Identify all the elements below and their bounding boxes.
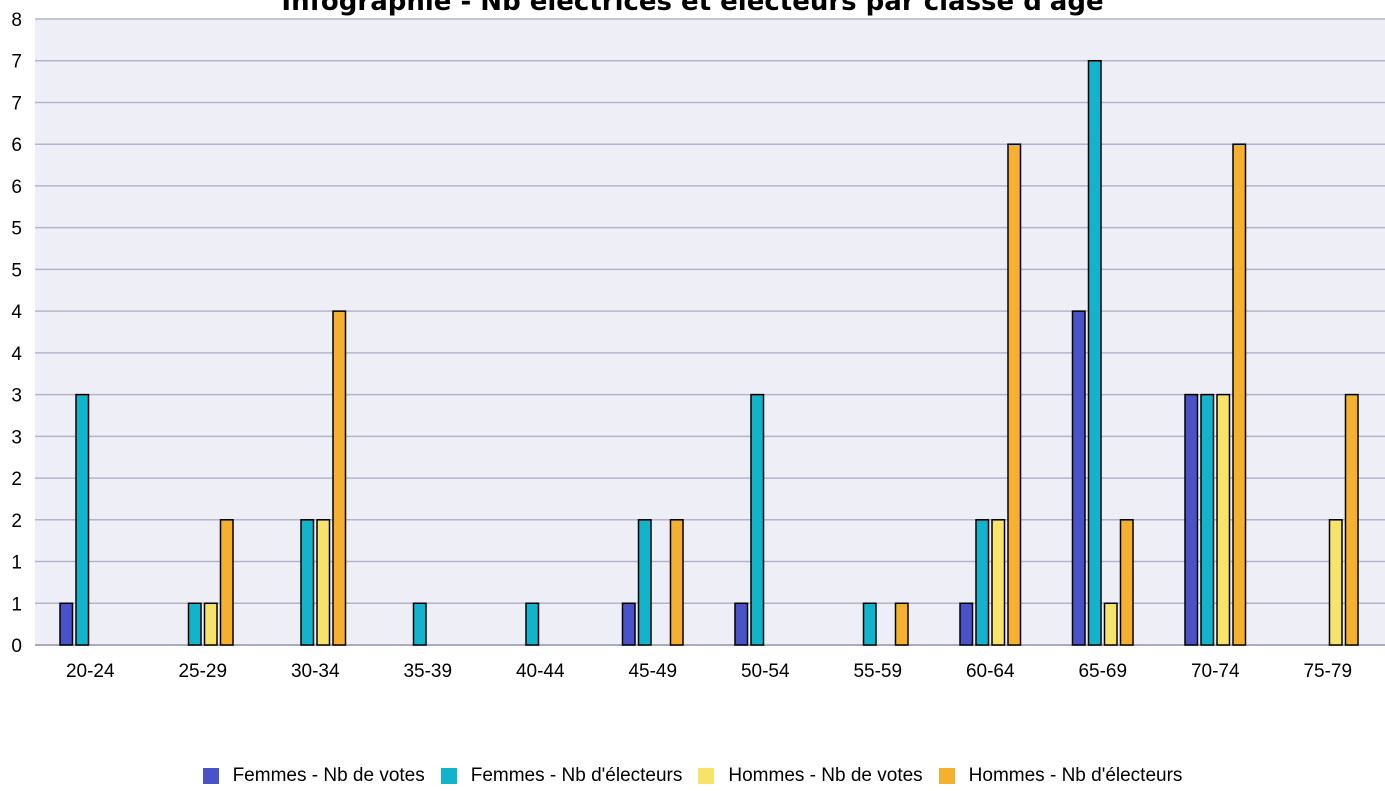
y-tick-label: 5 bbox=[11, 219, 22, 240]
bar bbox=[669, 519, 684, 646]
legend-swatch bbox=[440, 768, 457, 784]
bar bbox=[1344, 393, 1359, 646]
x-tick-label: 40-44 bbox=[516, 661, 565, 682]
bar bbox=[991, 519, 1006, 646]
y-tick-label: 1 bbox=[11, 594, 22, 615]
bar bbox=[219, 519, 234, 646]
plot-area bbox=[35, 19, 1385, 645]
x-tick-label: 35-39 bbox=[403, 661, 452, 682]
bar bbox=[525, 602, 540, 646]
y-tick-label: 6 bbox=[11, 135, 22, 156]
bar bbox=[1216, 393, 1231, 646]
legend-label: Femmes - Nb d'électeurs bbox=[470, 765, 683, 786]
y-tick-label: 3 bbox=[11, 427, 22, 448]
x-tick-label: 45-49 bbox=[628, 661, 677, 682]
bar bbox=[75, 393, 90, 646]
bar bbox=[1071, 310, 1086, 646]
x-tick-label: 50-54 bbox=[741, 661, 790, 682]
bar bbox=[1232, 143, 1247, 646]
y-tick-label: 2 bbox=[11, 511, 22, 532]
bar bbox=[1119, 519, 1134, 646]
bar bbox=[187, 602, 202, 646]
y-tick-label: 8 bbox=[11, 10, 22, 31]
y-tick-label: 5 bbox=[11, 260, 22, 281]
bar bbox=[862, 602, 877, 646]
bar bbox=[894, 602, 909, 646]
legend-item: Hommes - Nb d'électeurs bbox=[938, 765, 1183, 787]
bar bbox=[300, 519, 315, 646]
bar bbox=[734, 602, 749, 646]
legend-label: Femmes - Nb de votes bbox=[232, 765, 425, 786]
y-tick-label: 4 bbox=[11, 344, 22, 365]
chart-title: Infographie - Nb électrices et électeurs… bbox=[281, 0, 1104, 17]
x-tick-label: 70-74 bbox=[1191, 661, 1240, 682]
y-tick-label: 6 bbox=[11, 177, 22, 198]
bar bbox=[1328, 519, 1343, 646]
chart-legend: Femmes - Nb de votes Femmes - Nb d'électe… bbox=[0, 765, 1385, 787]
bar bbox=[316, 519, 331, 646]
bar bbox=[750, 393, 765, 646]
x-tick-label: 65-69 bbox=[1078, 661, 1127, 682]
legend-swatch bbox=[698, 768, 715, 784]
bar bbox=[637, 519, 652, 646]
y-tick-label: 0 bbox=[11, 636, 22, 657]
y-tick-label: 7 bbox=[11, 93, 22, 114]
x-tick-label: 30-34 bbox=[291, 661, 340, 682]
x-tick-label: 55-59 bbox=[853, 661, 902, 682]
legend-swatch bbox=[202, 768, 219, 784]
x-tick-label: 60-64 bbox=[966, 661, 1015, 682]
legend-item: Femmes - Nb d'électeurs bbox=[440, 765, 683, 787]
x-tick-label: 20-24 bbox=[66, 661, 115, 682]
bar-chart: 0 1 1 2 2 3 3 4 4 5 5 6 6 7 7 8 20-24 25-29 30-34 35-39 40-4… bbox=[11, 10, 1385, 682]
bar bbox=[203, 602, 218, 646]
bar bbox=[412, 602, 427, 646]
legend-item: Hommes - Nb de votes bbox=[698, 765, 923, 787]
x-tick-label: 25-29 bbox=[178, 661, 227, 682]
y-tick-label: 7 bbox=[11, 52, 22, 73]
bar bbox=[621, 602, 636, 646]
bar bbox=[1103, 602, 1118, 646]
bar bbox=[959, 602, 974, 646]
bar bbox=[59, 602, 74, 646]
bar bbox=[1007, 143, 1022, 646]
y-tick-label: 4 bbox=[11, 302, 22, 323]
y-tick-label: 2 bbox=[11, 469, 22, 490]
legend-item: Femmes - Nb de votes bbox=[202, 765, 425, 787]
bar bbox=[1200, 393, 1215, 646]
x-tick-label: 75-79 bbox=[1303, 661, 1352, 682]
bar bbox=[1087, 59, 1102, 646]
y-tick-label: 3 bbox=[11, 386, 22, 407]
bar bbox=[1184, 393, 1199, 646]
bar bbox=[332, 310, 347, 646]
y-tick-label: 1 bbox=[11, 553, 22, 574]
legend-label: Hommes - Nb d'électeurs bbox=[968, 765, 1183, 786]
bar bbox=[975, 519, 990, 646]
legend-label: Hommes - Nb de votes bbox=[728, 765, 923, 786]
legend-swatch bbox=[938, 768, 955, 784]
